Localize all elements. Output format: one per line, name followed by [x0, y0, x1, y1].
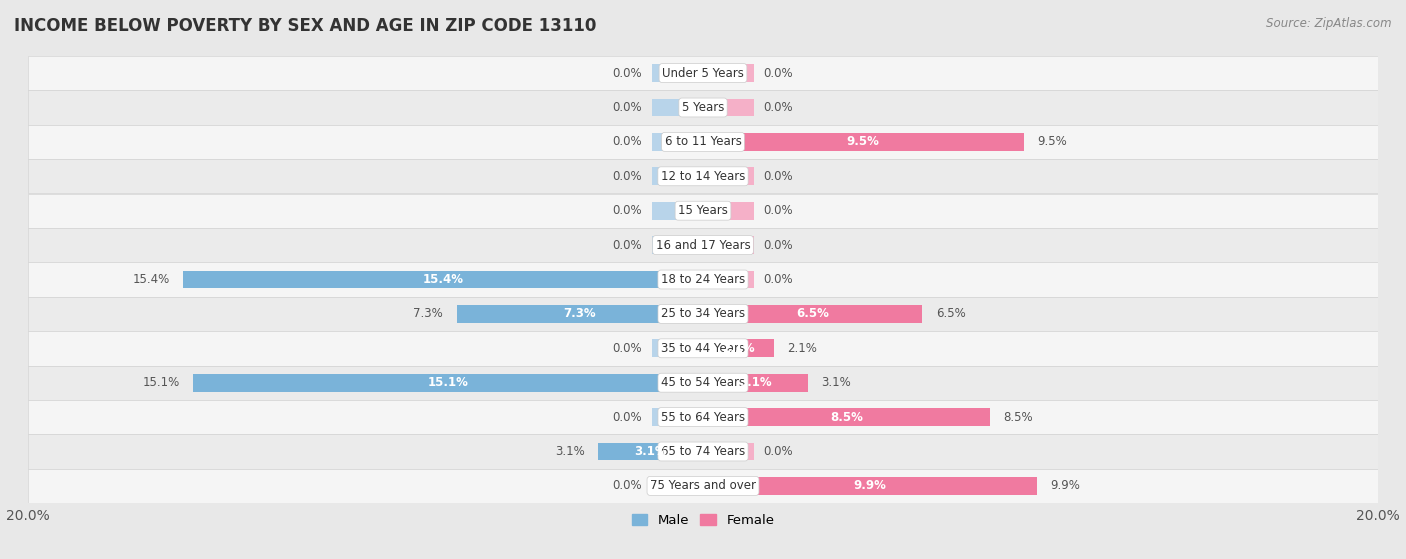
- Bar: [28, 262, 1378, 297]
- Text: INCOME BELOW POVERTY BY SEX AND AGE IN ZIP CODE 13110: INCOME BELOW POVERTY BY SEX AND AGE IN Z…: [14, 17, 596, 35]
- Text: 18 to 24 Years: 18 to 24 Years: [661, 273, 745, 286]
- Text: 6.5%: 6.5%: [936, 307, 966, 320]
- Bar: [652, 133, 703, 151]
- Text: 15.1%: 15.1%: [143, 376, 180, 389]
- Text: 0.0%: 0.0%: [763, 101, 793, 114]
- Text: 9.9%: 9.9%: [853, 480, 886, 492]
- Text: 0.0%: 0.0%: [763, 445, 793, 458]
- Bar: [28, 56, 1378, 91]
- Text: 8.5%: 8.5%: [1004, 411, 1033, 424]
- Text: 0.0%: 0.0%: [613, 239, 643, 252]
- Bar: [28, 331, 1378, 366]
- Bar: [28, 193, 1378, 228]
- Bar: [652, 64, 703, 82]
- Text: 3.1%: 3.1%: [740, 376, 772, 389]
- Text: 0.0%: 0.0%: [613, 135, 643, 148]
- Text: 75 Years and over: 75 Years and over: [650, 480, 756, 492]
- Bar: [28, 159, 1378, 193]
- Text: 3.1%: 3.1%: [555, 445, 585, 458]
- Text: 9.5%: 9.5%: [1038, 135, 1067, 148]
- Text: 9.5%: 9.5%: [846, 135, 880, 148]
- Legend: Male, Female: Male, Female: [626, 508, 780, 532]
- Bar: [703, 271, 754, 288]
- Text: 0.0%: 0.0%: [763, 67, 793, 79]
- Bar: [28, 91, 1378, 125]
- Bar: [28, 228, 1378, 262]
- Text: 25 to 34 Years: 25 to 34 Years: [661, 307, 745, 320]
- Text: 12 to 14 Years: 12 to 14 Years: [661, 170, 745, 183]
- Bar: [652, 408, 703, 426]
- Bar: [599, 443, 703, 461]
- Bar: [703, 408, 990, 426]
- Bar: [652, 167, 703, 185]
- Text: 0.0%: 0.0%: [613, 342, 643, 355]
- Bar: [28, 434, 1378, 468]
- Text: 9.9%: 9.9%: [1050, 480, 1080, 492]
- Bar: [703, 202, 754, 220]
- Bar: [28, 400, 1378, 434]
- Bar: [28, 297, 1378, 331]
- Bar: [457, 305, 703, 323]
- Text: 15.1%: 15.1%: [427, 376, 468, 389]
- Bar: [703, 477, 1038, 495]
- Bar: [703, 167, 754, 185]
- Text: 65 to 74 Years: 65 to 74 Years: [661, 445, 745, 458]
- Text: 8.5%: 8.5%: [830, 411, 863, 424]
- Text: 45 to 54 Years: 45 to 54 Years: [661, 376, 745, 389]
- Bar: [183, 271, 703, 288]
- Bar: [28, 125, 1378, 159]
- Text: 35 to 44 Years: 35 to 44 Years: [661, 342, 745, 355]
- Text: 6.5%: 6.5%: [796, 307, 830, 320]
- Bar: [652, 202, 703, 220]
- Text: 0.0%: 0.0%: [613, 170, 643, 183]
- Text: 7.3%: 7.3%: [413, 307, 443, 320]
- Text: 55 to 64 Years: 55 to 64 Years: [661, 411, 745, 424]
- Text: 0.0%: 0.0%: [763, 204, 793, 217]
- Text: 3.1%: 3.1%: [821, 376, 851, 389]
- Bar: [703, 236, 754, 254]
- Text: 15 Years: 15 Years: [678, 204, 728, 217]
- Bar: [652, 477, 703, 495]
- Bar: [703, 64, 754, 82]
- Text: 2.1%: 2.1%: [787, 342, 817, 355]
- Bar: [703, 374, 807, 392]
- Bar: [28, 366, 1378, 400]
- Bar: [652, 98, 703, 116]
- Text: 7.3%: 7.3%: [564, 307, 596, 320]
- Text: Under 5 Years: Under 5 Years: [662, 67, 744, 79]
- Text: 0.0%: 0.0%: [613, 411, 643, 424]
- Text: 0.0%: 0.0%: [613, 480, 643, 492]
- Text: 0.0%: 0.0%: [763, 273, 793, 286]
- Text: 15.4%: 15.4%: [132, 273, 170, 286]
- Bar: [652, 339, 703, 357]
- Text: 0.0%: 0.0%: [613, 67, 643, 79]
- Text: 0.0%: 0.0%: [613, 204, 643, 217]
- Bar: [703, 305, 922, 323]
- Bar: [652, 236, 703, 254]
- Text: 5 Years: 5 Years: [682, 101, 724, 114]
- Text: 6 to 11 Years: 6 to 11 Years: [665, 135, 741, 148]
- Bar: [703, 133, 1024, 151]
- Text: 0.0%: 0.0%: [763, 170, 793, 183]
- Bar: [703, 98, 754, 116]
- Text: 15.4%: 15.4%: [423, 273, 464, 286]
- Bar: [194, 374, 703, 392]
- Text: 0.0%: 0.0%: [613, 101, 643, 114]
- Text: 16 and 17 Years: 16 and 17 Years: [655, 239, 751, 252]
- Text: Source: ZipAtlas.com: Source: ZipAtlas.com: [1267, 17, 1392, 30]
- Text: 0.0%: 0.0%: [763, 239, 793, 252]
- Bar: [703, 339, 773, 357]
- Bar: [703, 443, 754, 461]
- Text: 2.1%: 2.1%: [723, 342, 755, 355]
- Text: 3.1%: 3.1%: [634, 445, 666, 458]
- Bar: [28, 468, 1378, 503]
